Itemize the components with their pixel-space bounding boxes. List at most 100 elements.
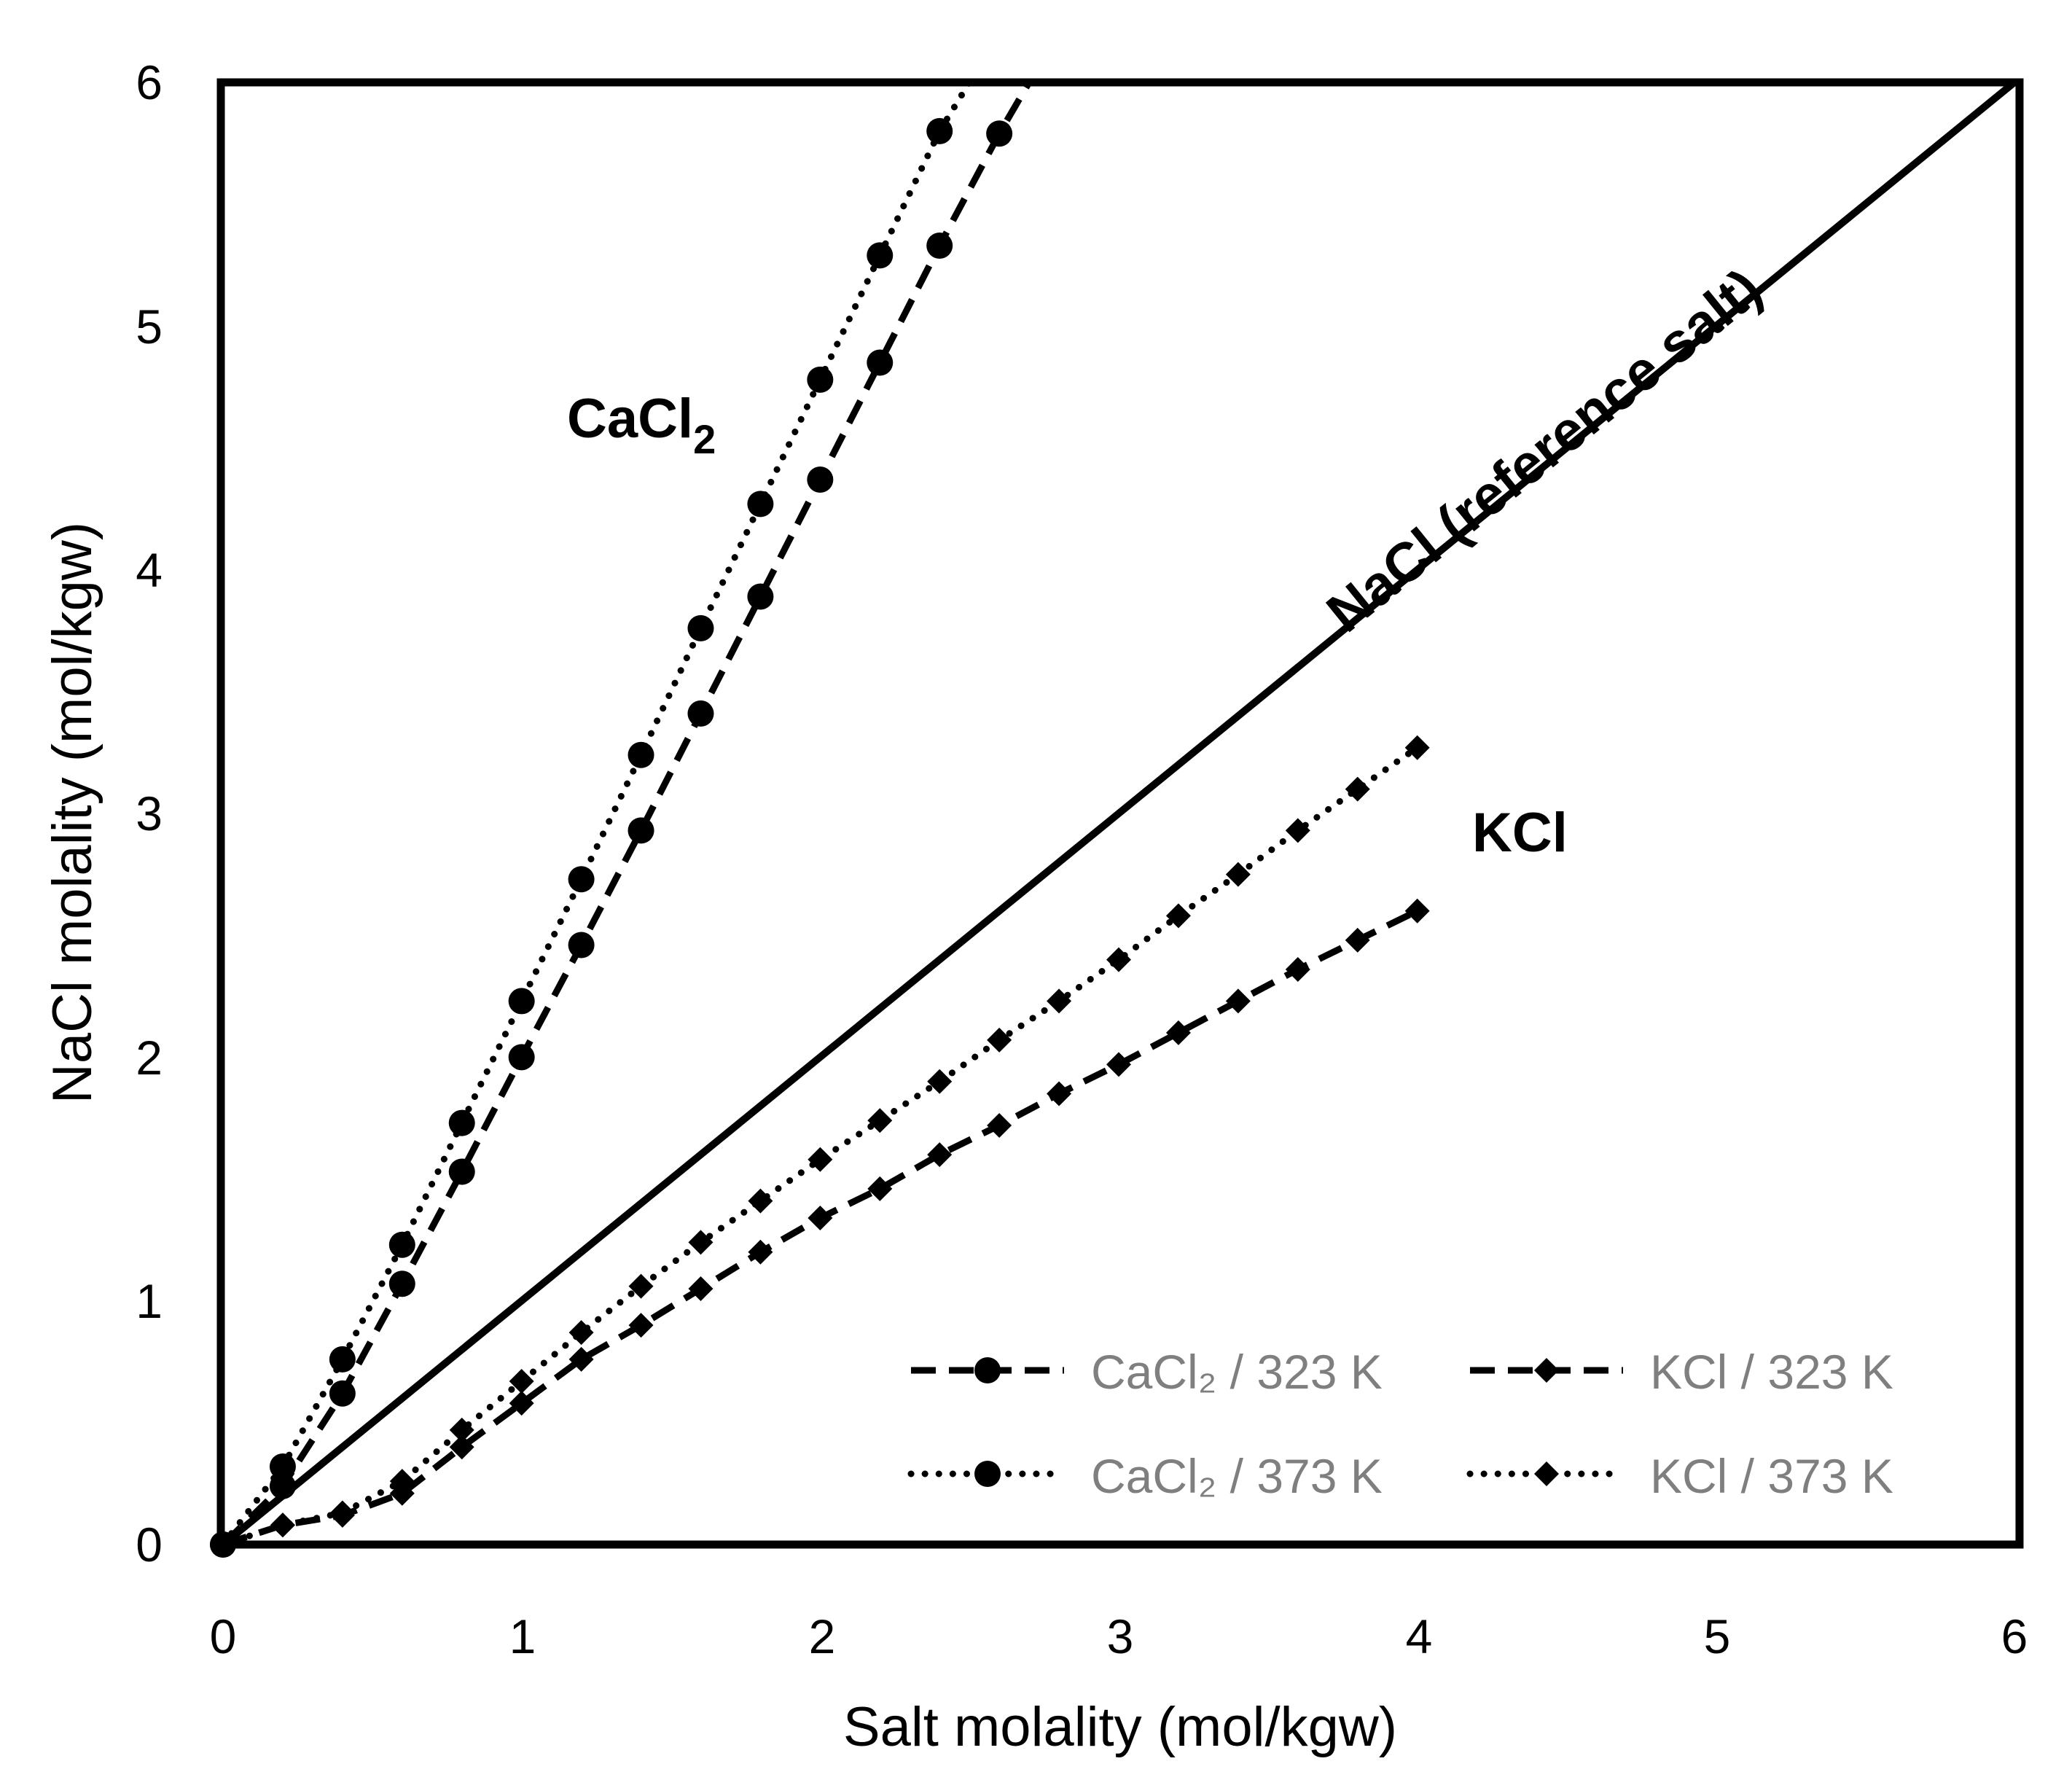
data-point (747, 491, 774, 518)
legend-label: KCl / 373 K (1650, 1449, 1893, 1503)
nacl-annotation: NaCl (reference salt) (1315, 257, 1773, 644)
legend-marker (1534, 1358, 1559, 1383)
data-point (509, 1391, 534, 1416)
data-point (568, 1320, 594, 1346)
series-0 (220, 79, 2017, 1547)
legend-label: CaCl₂ / 373 K (1091, 1449, 1383, 1503)
data-point (329, 1380, 356, 1407)
data-point (628, 1313, 654, 1338)
data-point (808, 1147, 833, 1172)
series-4 (211, 735, 1430, 1557)
data-point (687, 700, 714, 727)
data-point (329, 1346, 356, 1373)
data-point (449, 1417, 474, 1442)
data-point (388, 1231, 415, 1258)
data-point (449, 1434, 474, 1460)
data-point (568, 932, 595, 959)
data-point (1285, 956, 1310, 982)
x-tick-label: 5 (1704, 1609, 1731, 1663)
data-point (867, 1108, 893, 1133)
data-point (747, 583, 774, 610)
data-point (1165, 1020, 1191, 1045)
x-tick-label: 0 (210, 1609, 237, 1663)
data-point (1106, 947, 1131, 972)
data-point (927, 1142, 953, 1168)
data-point (1404, 898, 1430, 924)
x-tick-label: 6 (2001, 1609, 2028, 1663)
data-point (987, 1027, 1012, 1053)
data-point (927, 1069, 953, 1094)
data-point (748, 1239, 773, 1265)
series-line (219, 79, 973, 1548)
legend-marker (974, 1357, 1001, 1383)
y-tick-label: 6 (136, 55, 163, 109)
data-point (926, 233, 953, 259)
cacl2-annotation: CaCl2 (567, 388, 716, 462)
y-tick-label: 3 (136, 786, 163, 840)
y-tick-label: 4 (136, 543, 163, 597)
data-point (628, 817, 654, 844)
y-tick-label: 0 (136, 1518, 163, 1572)
data-point (986, 120, 1013, 147)
data-point (389, 1469, 415, 1494)
data-point (867, 349, 894, 376)
data-point (628, 741, 654, 768)
legend-label: KCl / 323 K (1650, 1345, 1893, 1399)
legend-label: CaCl₂ / 323 K (1091, 1345, 1383, 1399)
x-tick-label: 1 (509, 1609, 536, 1663)
data-point (867, 1176, 893, 1201)
x-tick-label: 2 (809, 1609, 836, 1663)
x-tick-label: 3 (1107, 1609, 1134, 1663)
data-point (688, 1230, 714, 1255)
data-point (1345, 927, 1370, 953)
data-point (388, 1270, 415, 1297)
data-point (448, 1158, 475, 1185)
y-tick-labels: 0 1 2 3 4 5 6 (136, 55, 163, 1572)
y-tick-label: 5 (136, 300, 163, 354)
x-axis-label: Salt molality (mol/kgw) (843, 1696, 1397, 1758)
data-point (1165, 903, 1191, 929)
data-point (688, 1276, 714, 1301)
data-point (509, 1368, 534, 1394)
plot-frame (216, 78, 2024, 1549)
series-2 (210, 79, 973, 1558)
data-point (1225, 988, 1251, 1014)
x-tick-labels: 0 1 2 3 4 5 6 (210, 1609, 2028, 1663)
data-point (807, 466, 834, 493)
data-point (1345, 776, 1370, 802)
data-point (568, 866, 595, 893)
data-point (807, 366, 834, 393)
data-point (808, 1205, 833, 1230)
data-point (867, 242, 894, 269)
data-point (748, 1188, 773, 1214)
x-tick-label: 4 (1406, 1609, 1433, 1663)
data-point (508, 988, 535, 1015)
series-1 (210, 80, 1032, 1558)
legend-marker (1534, 1461, 1559, 1486)
data-point (508, 1044, 535, 1071)
series-layer (210, 79, 2017, 1558)
data-point (628, 1273, 654, 1299)
data-point (568, 1346, 594, 1372)
series-line (220, 80, 1032, 1547)
data-point (687, 614, 714, 641)
data-point (1404, 735, 1430, 760)
data-point (926, 117, 953, 144)
data-point (448, 1109, 475, 1136)
data-point (1106, 1052, 1131, 1077)
data-point (329, 1500, 355, 1526)
legend: CaCl₂ / 323 K CaCl₂ / 373 K KCl / 323 K … (907, 1345, 1893, 1503)
y-tick-label: 1 (136, 1274, 163, 1328)
data-point (987, 1112, 1012, 1138)
y-tick-label: 2 (136, 1031, 163, 1085)
data-point (1285, 818, 1310, 843)
series-line (220, 79, 2017, 1547)
legend-marker (974, 1461, 1001, 1487)
data-point (1225, 862, 1251, 887)
data-point (270, 1512, 295, 1538)
y-axis-label: NaCl molality (mol/kgw) (42, 522, 103, 1104)
kcl-annotation: KCl (1472, 802, 1568, 864)
data-point (269, 1453, 296, 1480)
data-point (1047, 1081, 1072, 1106)
